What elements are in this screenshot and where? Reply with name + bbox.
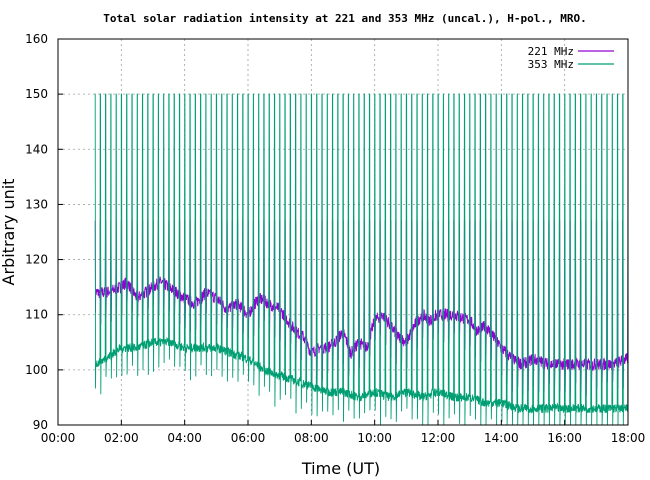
x-tick-label: 04:00 <box>167 431 202 445</box>
axes: 00:00 02:00 04:00 06:00 08:00 10:00 12:00 14:00… <box>25 32 645 445</box>
y-tick-label: 160 <box>25 32 48 46</box>
x-tick-label: 18:00 <box>611 431 646 445</box>
y-tick-label: 130 <box>25 197 48 211</box>
y-tick-label: 120 <box>25 253 48 267</box>
y-tick-label: 90 <box>33 418 48 432</box>
plot-frame <box>57 38 629 426</box>
x-tick-label: 02:00 <box>104 431 139 445</box>
legend-label-353: 353 MHz <box>528 58 574 71</box>
y-tick-label: 150 <box>25 87 48 101</box>
legend-label-221: 221 MHz <box>528 45 574 58</box>
x-tick-label: 06:00 <box>231 431 266 445</box>
x-tick-label: 08:00 <box>294 431 329 445</box>
series-line-353-mhz <box>94 93 629 426</box>
y-tick-label: 140 <box>25 142 48 156</box>
y-tick-label: 110 <box>25 308 48 322</box>
series-layer <box>94 93 629 426</box>
legend: 221 MHz 353 MHz <box>528 45 614 71</box>
y-axis-label: Arbitrary unit <box>0 179 18 286</box>
x-tick-label: 12:00 <box>421 431 456 445</box>
x-tick-label: 14:00 <box>484 431 519 445</box>
x-axis-label: Time (UT) <box>301 459 380 478</box>
x-tick-label: 10:00 <box>357 431 392 445</box>
x-tick-label: 00:00 <box>41 431 76 445</box>
chart-title: Total solar radiation intensity at 221 a… <box>103 12 586 25</box>
x-tick-label: 16:00 <box>547 431 582 445</box>
y-tick-label: 100 <box>25 363 48 377</box>
